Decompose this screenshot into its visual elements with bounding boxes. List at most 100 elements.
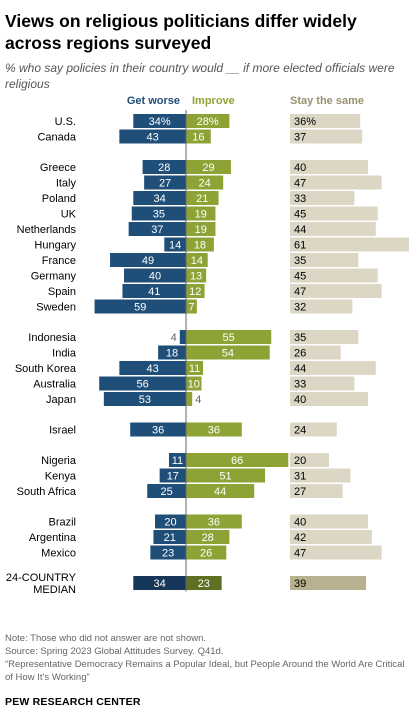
chart-title: Views on religious politicians differ wi…	[5, 11, 357, 53]
legend-improve: Improve	[192, 95, 235, 107]
bar-improve	[186, 392, 193, 406]
data-label-improve: 16	[192, 132, 204, 144]
bar-stay-same	[290, 206, 378, 221]
data-label-get-worse: 56	[136, 379, 148, 391]
bar-improve	[186, 114, 230, 128]
bar-get-worse	[168, 453, 186, 467]
bar-stay-same	[290, 468, 351, 483]
data-label-improve: 28%	[197, 116, 219, 128]
source-organization: PEW RESEARCH CENTER	[5, 696, 141, 708]
data-label-improve: 14	[191, 255, 203, 267]
bar-stay-same	[290, 268, 378, 283]
data-label-get-worse: 36	[152, 425, 164, 437]
data-label-get-worse: 35	[153, 209, 165, 221]
bar-improve	[186, 453, 289, 467]
data-label-get-worse: 40	[149, 271, 161, 283]
bar-improve	[186, 253, 208, 267]
category-label: Greece	[40, 162, 76, 174]
bar-stay-same	[290, 514, 368, 529]
bar-improve	[186, 160, 231, 174]
category-label: Spain	[48, 286, 76, 298]
legend-same: Stay the same	[290, 95, 364, 107]
category-label: Mexico	[41, 548, 76, 560]
bar-improve	[186, 422, 242, 437]
bar-get-worse	[153, 530, 186, 544]
data-label-get-worse: 21	[164, 532, 176, 544]
data-label-get-worse: 27	[159, 178, 171, 190]
bar-get-worse	[159, 468, 186, 483]
data-label-improve: 55	[223, 332, 235, 344]
data-label-stay-same: 40	[294, 394, 306, 406]
data-label-get-worse: 34%	[149, 116, 171, 128]
bar-get-worse	[130, 422, 186, 437]
data-label-improve: 51	[219, 471, 231, 483]
data-label-get-worse: 28	[158, 162, 170, 174]
bar-stay-same	[290, 129, 363, 144]
bar-improve	[186, 299, 197, 314]
bar-improve	[186, 330, 272, 344]
bar-stay-same	[290, 175, 382, 190]
bar-stay-same	[290, 361, 376, 375]
data-label-improve: 54	[222, 348, 234, 360]
category-label: Poland	[42, 193, 76, 205]
bar-stay-same	[290, 453, 329, 467]
data-label-get-worse: 43	[147, 363, 159, 375]
data-label-stay-same: 42	[294, 532, 306, 544]
bar-improve	[186, 514, 242, 529]
bar-stay-same	[290, 376, 355, 391]
bar-get-worse	[128, 222, 186, 236]
category-label: Italy	[56, 178, 77, 190]
category-label: Brazil	[48, 517, 76, 529]
data-label-improve: 26	[200, 548, 212, 560]
category-label: Indonesia	[28, 332, 77, 344]
category-label: Kenya	[45, 471, 77, 483]
data-label-get-worse: 11	[172, 455, 183, 467]
bar-stay-same	[290, 345, 341, 360]
data-label-improve: 12	[189, 286, 201, 298]
data-label-get-worse: 49	[142, 255, 154, 267]
bar-get-worse	[122, 284, 186, 298]
bar-improve	[186, 376, 202, 391]
category-label: MEDIAN	[33, 584, 76, 596]
bar-get-worse	[131, 206, 186, 221]
data-label-stay-same: 35	[294, 255, 306, 267]
category-label: India	[52, 348, 77, 360]
bar-stay-same	[290, 284, 382, 298]
category-label: 24-COUNTRY	[6, 572, 77, 584]
bar-get-worse	[133, 114, 186, 128]
bar-improve	[186, 284, 205, 298]
bar-stay-same	[290, 191, 355, 205]
data-label-get-worse: 59	[134, 302, 146, 314]
bar-improve	[186, 361, 204, 375]
data-label-get-worse: 41	[148, 286, 160, 298]
data-label-improve: 4	[195, 394, 201, 406]
data-label-get-worse: 20	[164, 517, 176, 529]
data-label-get-worse: 53	[139, 394, 151, 406]
bar-improve	[186, 237, 214, 252]
category-label: Hungary	[34, 240, 76, 252]
data-label-stay-same: 40	[294, 517, 306, 529]
note-line: Note: Those who did not answer are not s…	[5, 633, 207, 644]
data-label-improve: 11	[189, 363, 200, 375]
category-label: South Korea	[15, 363, 77, 375]
bar-get-worse	[119, 361, 186, 375]
bar-improve	[186, 576, 222, 590]
bar-improve	[186, 206, 216, 221]
chart-notes: Note: Those who did not answer are not s…	[5, 632, 415, 684]
category-label: Argentina	[29, 532, 77, 544]
data-label-improve: 36	[208, 517, 220, 529]
bar-get-worse	[142, 160, 186, 174]
bar-improve	[186, 468, 266, 483]
bar-stay-same	[290, 330, 359, 344]
category-label: Sweden	[36, 302, 76, 314]
chart-plot: Get worse Improve Stay the same U.S. 34% 28% 3…	[6, 95, 409, 596]
data-label-stay-same: 37	[294, 132, 306, 144]
data-label-stay-same: 61	[294, 240, 306, 252]
bar-improve	[186, 175, 224, 190]
report-title-line: “Representative Democracy Remains a Popu…	[5, 659, 405, 683]
data-label-improve: 21	[196, 193, 208, 205]
category-label: France	[42, 255, 76, 267]
bar-stay-same	[290, 160, 368, 174]
category-label: Canada	[37, 132, 76, 144]
data-label-stay-same: 47	[294, 178, 306, 190]
